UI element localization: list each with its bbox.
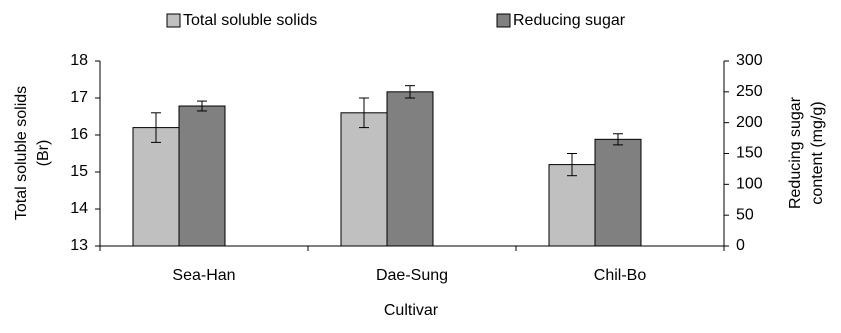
x-tick-label: Sea-Han (172, 267, 235, 284)
y-tick-label: 17 (70, 89, 88, 106)
error-bar (197, 100, 207, 112)
bar (340, 112, 388, 247)
bar (178, 105, 226, 247)
y2-axis-label: Reducing sugar content (mg/g) (787, 96, 826, 209)
error-bar (613, 133, 623, 146)
x-axis-label: Cultivar (384, 302, 439, 319)
y2-axis-label-line: content (mg/g) (809, 101, 826, 204)
x-tick-label: Chil-Bo (594, 267, 647, 284)
error-bar (359, 97, 369, 129)
y2-tick-label: 300 (736, 52, 763, 69)
y-axis-label-line: (Br) (35, 140, 52, 167)
y-axis-label: Total soluble solids (Br) (13, 86, 52, 220)
y-tick-label: 13 (70, 237, 88, 254)
error-bar (405, 85, 415, 99)
y-tick-label: 14 (70, 200, 88, 217)
legend-swatch (496, 13, 511, 28)
error-bar (151, 112, 161, 143)
y2-tick-label: 250 (736, 83, 763, 100)
legend-label: Reducing sugar (513, 12, 626, 29)
y-axis-label-line: Total soluble solids (13, 86, 30, 220)
y-tick-label: 18 (70, 52, 88, 69)
y2-tick-label: 0 (736, 237, 745, 254)
y2-tick-label: 150 (736, 145, 763, 162)
bar (548, 164, 596, 247)
error-bar (567, 153, 577, 177)
legend-label: Total soluble solids (183, 12, 317, 29)
y2-tick-label: 200 (736, 114, 763, 131)
y2-axis-label-line: Reducing sugar (787, 96, 804, 209)
y2-tick-label: 100 (736, 176, 763, 193)
y2-tick-label: 50 (736, 206, 754, 223)
x-tick-label: Dae-Sung (376, 267, 448, 284)
y-tick-label: 15 (70, 163, 88, 180)
y-tick-label: 16 (70, 126, 88, 143)
bar (132, 127, 180, 247)
legend-swatch (166, 13, 181, 28)
bar (594, 138, 642, 247)
bar (386, 91, 434, 247)
